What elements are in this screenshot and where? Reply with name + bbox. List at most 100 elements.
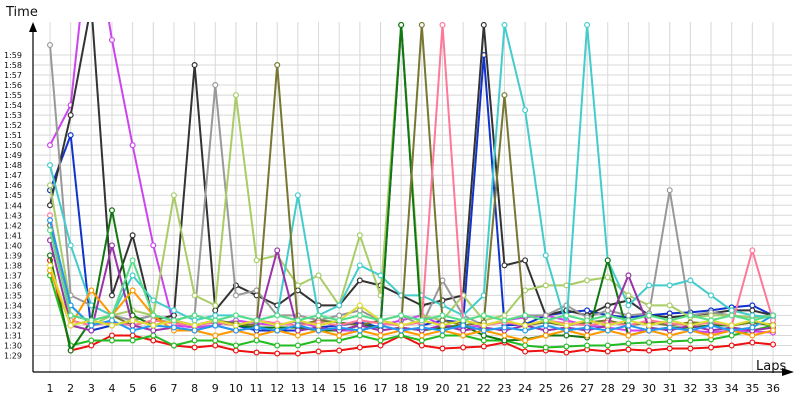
y-tick-label: 1:51	[4, 131, 22, 140]
data-point	[439, 322, 446, 329]
data-point	[294, 327, 301, 334]
y-tick-label: 1:57	[4, 71, 22, 80]
y-tick-label: 1:41	[4, 231, 22, 240]
data-point	[150, 297, 157, 304]
data-point	[460, 322, 467, 329]
data-point	[604, 348, 611, 355]
x-tick-label: 17	[374, 382, 388, 395]
data-point	[604, 302, 611, 309]
data-point	[625, 292, 632, 299]
data-point	[356, 232, 363, 239]
data-point	[749, 312, 756, 319]
data-point	[294, 350, 301, 357]
data-point	[170, 192, 177, 199]
data-point	[46, 202, 53, 209]
data-point	[563, 327, 570, 334]
x-tick-label: 29	[621, 382, 635, 395]
data-point	[108, 36, 115, 43]
data-point	[666, 302, 673, 309]
data-point	[563, 343, 570, 350]
data-point	[356, 317, 363, 324]
data-point	[356, 302, 363, 309]
x-tick-label: 4	[108, 382, 115, 395]
data-point	[769, 317, 776, 324]
data-point	[108, 292, 115, 299]
data-point	[212, 307, 219, 314]
data-point	[67, 112, 74, 119]
x-tick-label: 8	[191, 382, 198, 395]
data-point	[129, 142, 136, 149]
x-tick-label: 19	[415, 382, 429, 395]
x-tick-label: 31	[663, 382, 677, 395]
data-point	[687, 277, 694, 284]
data-point	[356, 312, 363, 319]
data-point	[563, 349, 570, 356]
x-tick-label: 34	[725, 382, 739, 395]
data-point	[584, 317, 591, 324]
data-point	[625, 346, 632, 353]
data-point	[646, 322, 653, 329]
data-point	[418, 337, 425, 344]
x-tick-label: 11	[250, 382, 264, 395]
data-point	[584, 342, 591, 349]
data-point	[687, 345, 694, 352]
data-point	[563, 322, 570, 329]
data-point	[336, 337, 343, 344]
data-point	[728, 307, 735, 314]
data-point	[170, 342, 177, 349]
data-point	[129, 272, 136, 279]
data-point	[377, 317, 384, 324]
data-point	[398, 312, 405, 319]
data-point	[170, 317, 177, 324]
data-point	[88, 342, 95, 349]
data-point	[336, 312, 343, 319]
data-point	[460, 344, 467, 351]
data-point	[460, 332, 467, 339]
data-point	[46, 162, 53, 169]
data-point	[377, 342, 384, 349]
data-point	[212, 337, 219, 344]
y-tick-label: 1:33	[4, 311, 22, 320]
data-point	[542, 322, 549, 329]
data-point	[46, 227, 53, 234]
data-point	[294, 342, 301, 349]
data-point	[625, 322, 632, 329]
data-point	[46, 212, 53, 219]
data-point	[150, 242, 157, 249]
data-point	[356, 344, 363, 351]
x-tick-label: 13	[291, 382, 305, 395]
data-point	[356, 277, 363, 284]
data-point	[542, 252, 549, 259]
axes	[29, 22, 794, 376]
data-point	[666, 338, 673, 345]
data-point	[398, 322, 405, 329]
data-point	[46, 182, 53, 189]
data-point	[315, 312, 322, 319]
data-point	[666, 187, 673, 194]
data-point	[604, 257, 611, 264]
data-point	[212, 82, 219, 89]
x-tick-label: 25	[539, 382, 553, 395]
y-axis-title: Time	[5, 5, 38, 20]
data-point	[88, 337, 95, 344]
data-point	[687, 327, 694, 334]
data-point	[749, 332, 756, 339]
data-point	[253, 324, 260, 331]
y-tick-label: 1:58	[4, 61, 22, 70]
data-point	[170, 324, 177, 331]
data-point	[46, 217, 53, 224]
data-point	[398, 327, 405, 334]
data-point	[646, 347, 653, 354]
data-point	[232, 292, 239, 299]
y-tick-label: 1:34	[4, 301, 22, 310]
y-tick-label: 1:53	[4, 111, 22, 120]
data-point	[708, 312, 715, 319]
data-point	[108, 312, 115, 319]
data-point	[170, 312, 177, 319]
x-tick-label: 26	[559, 382, 573, 395]
series-line	[49, 275, 774, 349]
data-point	[232, 347, 239, 354]
series-line	[49, 260, 774, 355]
data-point	[212, 322, 219, 329]
x-tick-label: 22	[477, 382, 491, 395]
